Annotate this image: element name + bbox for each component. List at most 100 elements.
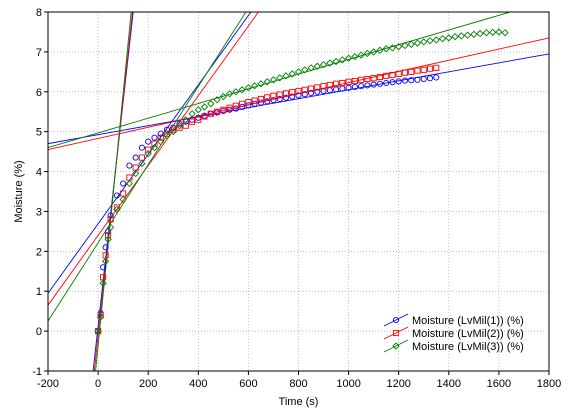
data-point [282,94,290,101]
data-point [113,205,121,214]
data-point [370,75,377,82]
data-point [358,76,365,83]
x-axis-title: Time (s) [279,396,319,408]
data-point [426,75,434,82]
data-point [138,159,146,168]
data-point [326,81,333,89]
data-point [245,102,252,109]
data-point [125,179,134,188]
data-point [282,90,290,97]
data-point [99,279,107,287]
data-point [169,128,177,136]
data-point [150,143,159,152]
y-tick-label: 5 [36,127,42,139]
data-point [332,57,340,66]
data-point [144,149,152,158]
x-tick-label: 1200 [386,378,410,390]
data-point [107,212,114,219]
data-point [100,264,107,271]
data-point [351,53,359,61]
data-point [326,59,334,67]
data-point [264,98,271,105]
data-point [413,39,422,47]
y-tick-label: 8 [36,7,42,19]
data-point [239,100,246,107]
data-point [320,83,327,90]
x-tick-label: 1400 [437,378,461,390]
x-tick-label: 1800 [537,378,561,390]
data-point [288,70,296,78]
data-point [401,77,409,84]
data-point [408,68,415,75]
data-point [357,51,365,59]
data-point [395,78,402,85]
data-point [151,134,158,141]
data-point [176,120,183,127]
y-tick-label: 0 [36,326,42,338]
x-tick-label: 200 [139,378,157,390]
data-point [94,327,102,335]
data-point [289,93,296,100]
data-point [307,85,315,92]
data-point [176,124,183,131]
data-point [257,95,264,103]
data-point [119,195,127,204]
data-point [219,92,227,101]
data-point [244,84,253,92]
data-point [138,144,145,151]
data-point [314,88,321,95]
data-point [351,77,358,85]
data-point [319,61,328,69]
data-point [407,40,415,48]
data-point [188,110,196,118]
data-point [120,180,127,187]
data-point [188,118,196,125]
data-point [339,79,346,87]
data-point [364,75,371,83]
data-point [433,74,440,81]
legend-line-swatch [383,339,409,353]
data-point [132,154,139,161]
data-point [207,100,215,108]
data-point [294,68,303,76]
data-point [214,108,221,115]
data-point [113,192,120,199]
data-point [270,92,277,99]
data-point [157,130,164,137]
data-point [482,29,491,37]
data-point [175,122,184,130]
data-point [470,30,478,38]
data-point [257,80,265,88]
data-point [201,113,208,120]
x-tick-label: 800 [289,378,307,390]
data-point [333,80,340,87]
data-point [495,28,503,36]
data-point [251,100,258,107]
data-point [157,138,165,146]
y-tick-label: 2 [36,246,42,258]
y-tick-label: 4 [36,167,42,179]
data-point [226,104,233,111]
data-point [383,72,390,79]
data-point [370,48,378,56]
data-point [414,67,421,74]
data-point [363,49,372,58]
legend: Moisture (LvMil(1)) (%)Moisture (LvMil(2… [383,313,524,353]
data-point [307,64,315,72]
data-point [432,36,440,44]
y-tick-label: 3 [36,206,42,218]
data-point [263,78,271,86]
data-point [476,29,484,38]
data-point [358,83,365,90]
data-point [269,76,278,84]
data-point [264,94,271,101]
legend-item: Moisture (LvMil(1)) (%) [383,313,524,327]
data-point [376,73,383,81]
data-point [395,43,403,51]
legend-marker-swatch [392,316,400,324]
data-point [232,88,240,96]
data-point [307,89,315,97]
data-point [232,102,239,109]
